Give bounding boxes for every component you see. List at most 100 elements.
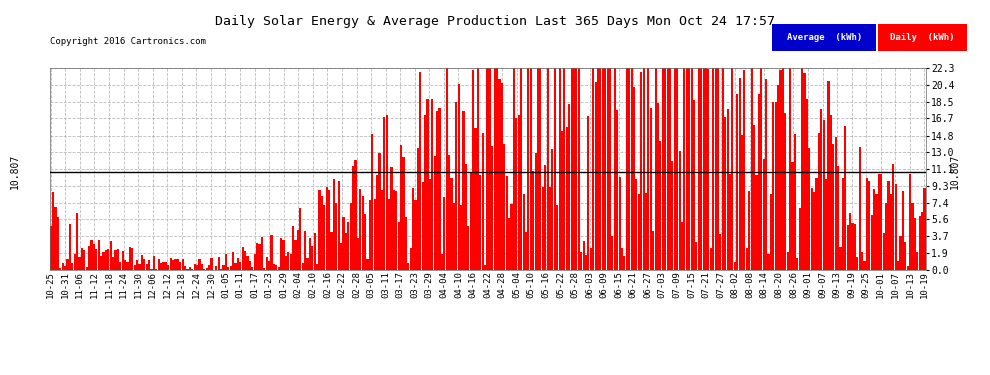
Bar <box>304 231 306 270</box>
Bar <box>657 103 659 270</box>
Bar <box>919 216 921 270</box>
Bar <box>150 269 152 270</box>
Bar <box>457 84 459 270</box>
Bar <box>895 184 897 270</box>
Bar <box>849 213 851 270</box>
Bar <box>294 240 297 270</box>
Bar <box>258 244 260 270</box>
Bar <box>282 240 284 270</box>
Bar <box>753 125 755 270</box>
Bar <box>767 254 769 270</box>
Bar <box>341 243 343 270</box>
Bar <box>816 178 818 270</box>
Bar <box>880 174 882 270</box>
Bar <box>292 226 294 270</box>
Bar <box>253 254 255 270</box>
Bar <box>523 194 525 270</box>
Bar <box>546 68 548 270</box>
Bar <box>765 79 767 270</box>
Bar <box>119 262 122 270</box>
Bar <box>585 255 587 270</box>
Bar <box>705 68 707 270</box>
Bar <box>803 74 806 270</box>
Bar <box>54 207 56 270</box>
Bar <box>398 222 400 270</box>
Bar <box>444 198 446 270</box>
Bar <box>299 209 301 270</box>
Bar <box>578 68 580 270</box>
Bar <box>681 222 683 270</box>
Bar <box>691 68 693 270</box>
Bar <box>830 115 832 270</box>
Bar <box>516 118 518 270</box>
Bar <box>198 260 201 270</box>
Bar <box>208 265 210 270</box>
Bar <box>693 100 695 270</box>
Bar <box>124 260 126 270</box>
Bar <box>256 243 258 270</box>
Bar <box>885 202 887 270</box>
Bar <box>734 262 736 270</box>
Bar <box>626 68 628 270</box>
Bar <box>462 111 464 270</box>
Bar <box>786 252 789 270</box>
Bar <box>700 68 702 270</box>
Bar <box>436 111 439 270</box>
Bar <box>863 261 865 270</box>
Bar <box>513 68 515 270</box>
Bar <box>825 178 827 270</box>
Bar <box>851 223 853 270</box>
Bar <box>83 249 85 270</box>
Bar <box>160 263 162 270</box>
Bar <box>866 177 868 270</box>
Bar <box>383 117 385 270</box>
Bar <box>467 226 469 270</box>
Text: Copyright 2016 Cartronics.com: Copyright 2016 Cartronics.com <box>50 38 205 46</box>
Bar <box>592 68 594 270</box>
Bar <box>98 240 100 270</box>
Bar <box>388 199 390 270</box>
Bar <box>633 87 635 270</box>
Bar <box>774 102 777 270</box>
Bar <box>649 108 651 270</box>
Bar <box>724 117 727 270</box>
Bar <box>452 203 455 270</box>
Bar <box>232 252 235 270</box>
Bar <box>110 241 112 270</box>
Bar <box>465 164 467 270</box>
Bar <box>837 166 840 270</box>
Bar <box>395 191 397 270</box>
Bar <box>729 174 731 270</box>
Bar <box>532 171 535 270</box>
Bar <box>599 68 602 270</box>
Bar <box>870 215 873 270</box>
Bar <box>501 83 503 270</box>
Bar <box>240 262 242 270</box>
Bar <box>349 203 351 270</box>
Bar <box>107 249 109 270</box>
Bar <box>52 192 54 270</box>
Bar <box>525 232 527 270</box>
Bar <box>100 256 102 270</box>
Bar <box>265 256 268 270</box>
Bar <box>410 248 412 270</box>
Bar <box>823 120 825 270</box>
Bar <box>641 72 643 270</box>
Bar <box>712 68 715 270</box>
Bar <box>897 261 899 270</box>
Bar <box>460 205 462 270</box>
Bar <box>607 68 609 270</box>
Bar <box>218 256 220 270</box>
Bar <box>369 200 371 270</box>
Bar <box>844 126 846 270</box>
Text: Daily  (kWh): Daily (kWh) <box>890 33 955 42</box>
Bar <box>892 164 894 270</box>
Bar <box>491 146 493 270</box>
Bar <box>102 252 105 270</box>
Bar <box>191 269 193 270</box>
Bar <box>139 264 141 270</box>
Bar <box>499 79 501 270</box>
Bar <box>66 259 68 270</box>
Bar <box>842 178 843 270</box>
Bar <box>321 196 323 270</box>
